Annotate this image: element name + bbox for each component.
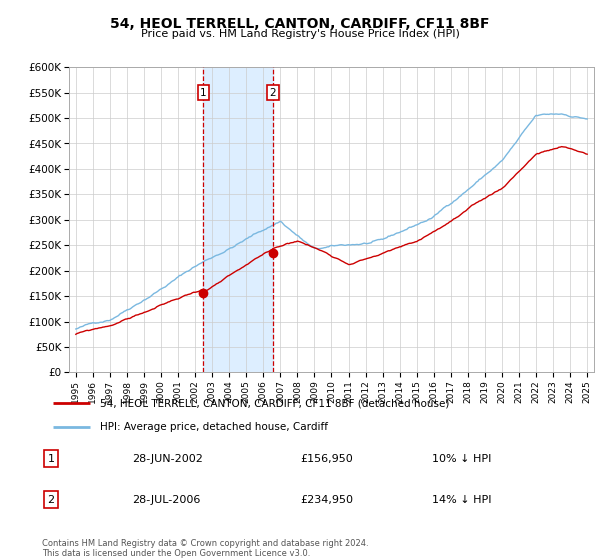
Text: £156,950: £156,950 bbox=[300, 454, 353, 464]
Text: 1: 1 bbox=[200, 87, 207, 97]
Text: This data is licensed under the Open Government Licence v3.0.: This data is licensed under the Open Gov… bbox=[42, 549, 310, 558]
Text: Contains HM Land Registry data © Crown copyright and database right 2024.: Contains HM Land Registry data © Crown c… bbox=[42, 539, 368, 548]
Text: 2: 2 bbox=[270, 87, 277, 97]
Text: 2: 2 bbox=[47, 494, 55, 505]
Text: HPI: Average price, detached house, Cardiff: HPI: Average price, detached house, Card… bbox=[100, 422, 328, 432]
Text: 54, HEOL TERRELL, CANTON, CARDIFF, CF11 8BF (detached house): 54, HEOL TERRELL, CANTON, CARDIFF, CF11 … bbox=[100, 398, 449, 408]
Text: 54, HEOL TERRELL, CANTON, CARDIFF, CF11 8BF: 54, HEOL TERRELL, CANTON, CARDIFF, CF11 … bbox=[110, 17, 490, 31]
Text: 28-JUL-2006: 28-JUL-2006 bbox=[132, 494, 200, 505]
Text: 1: 1 bbox=[47, 454, 55, 464]
Text: 28-JUN-2002: 28-JUN-2002 bbox=[132, 454, 203, 464]
Text: 14% ↓ HPI: 14% ↓ HPI bbox=[432, 494, 491, 505]
Bar bbox=[203, 67, 273, 372]
Text: Price paid vs. HM Land Registry's House Price Index (HPI): Price paid vs. HM Land Registry's House … bbox=[140, 29, 460, 39]
Text: £234,950: £234,950 bbox=[300, 494, 353, 505]
Text: 10% ↓ HPI: 10% ↓ HPI bbox=[432, 454, 491, 464]
